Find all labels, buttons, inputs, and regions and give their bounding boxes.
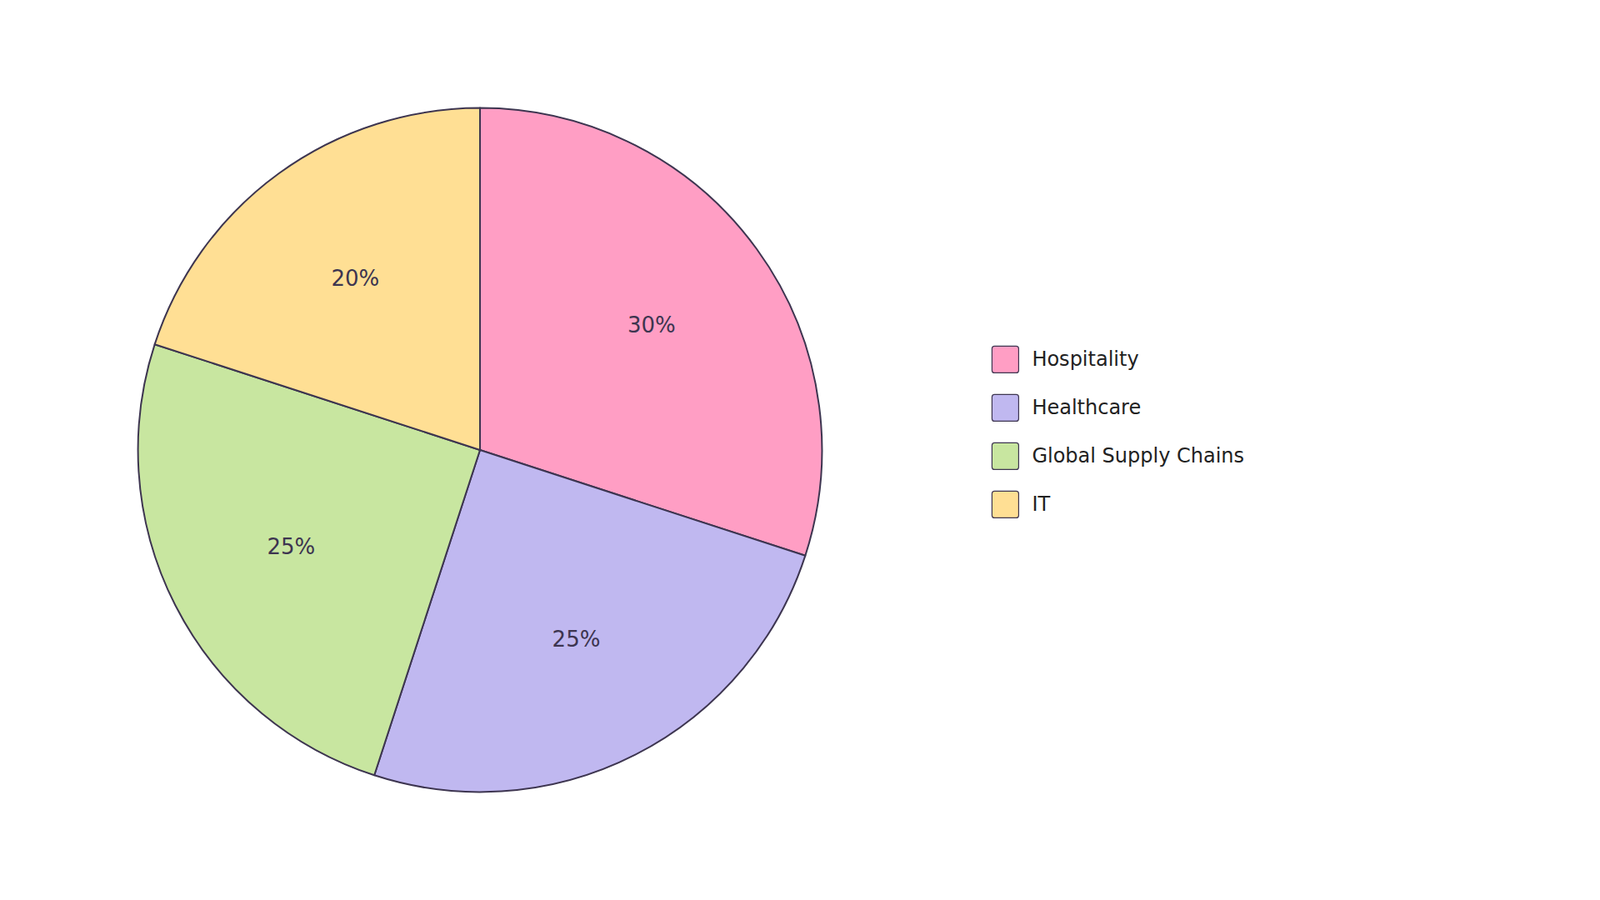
data-label: 30% — [627, 312, 676, 338]
legend-label: Global Supply Chains — [1031, 444, 1245, 468]
legend-label: Healthcare — [1031, 395, 1141, 420]
pie-slices — [138, 108, 823, 793]
legend: Hospitality Healthcare Global Supply Chain… — [991, 345, 1245, 518]
chart-container: 30% 25% 25% 20% Hospitality Healthcare Global … — [0, 0, 1600, 900]
pie-slice — [155, 108, 480, 450]
data-label: 25% — [552, 626, 601, 652]
chart-svg: 30% 25% 25% 20% Hospitality Healthcare Global … — [0, 0, 1600, 900]
legend-swatch — [991, 490, 1019, 518]
legend-swatch — [991, 345, 1019, 373]
data-label: 20% — [331, 265, 380, 291]
data-label: 25% — [266, 534, 315, 560]
data-labels: 30% 25% 25% 20% — [266, 265, 675, 652]
legend-swatch — [991, 394, 1019, 421]
legend-swatch — [991, 442, 1019, 470]
legend-label: IT — [1031, 492, 1050, 516]
legend-label: Hospitality — [1031, 347, 1139, 371]
